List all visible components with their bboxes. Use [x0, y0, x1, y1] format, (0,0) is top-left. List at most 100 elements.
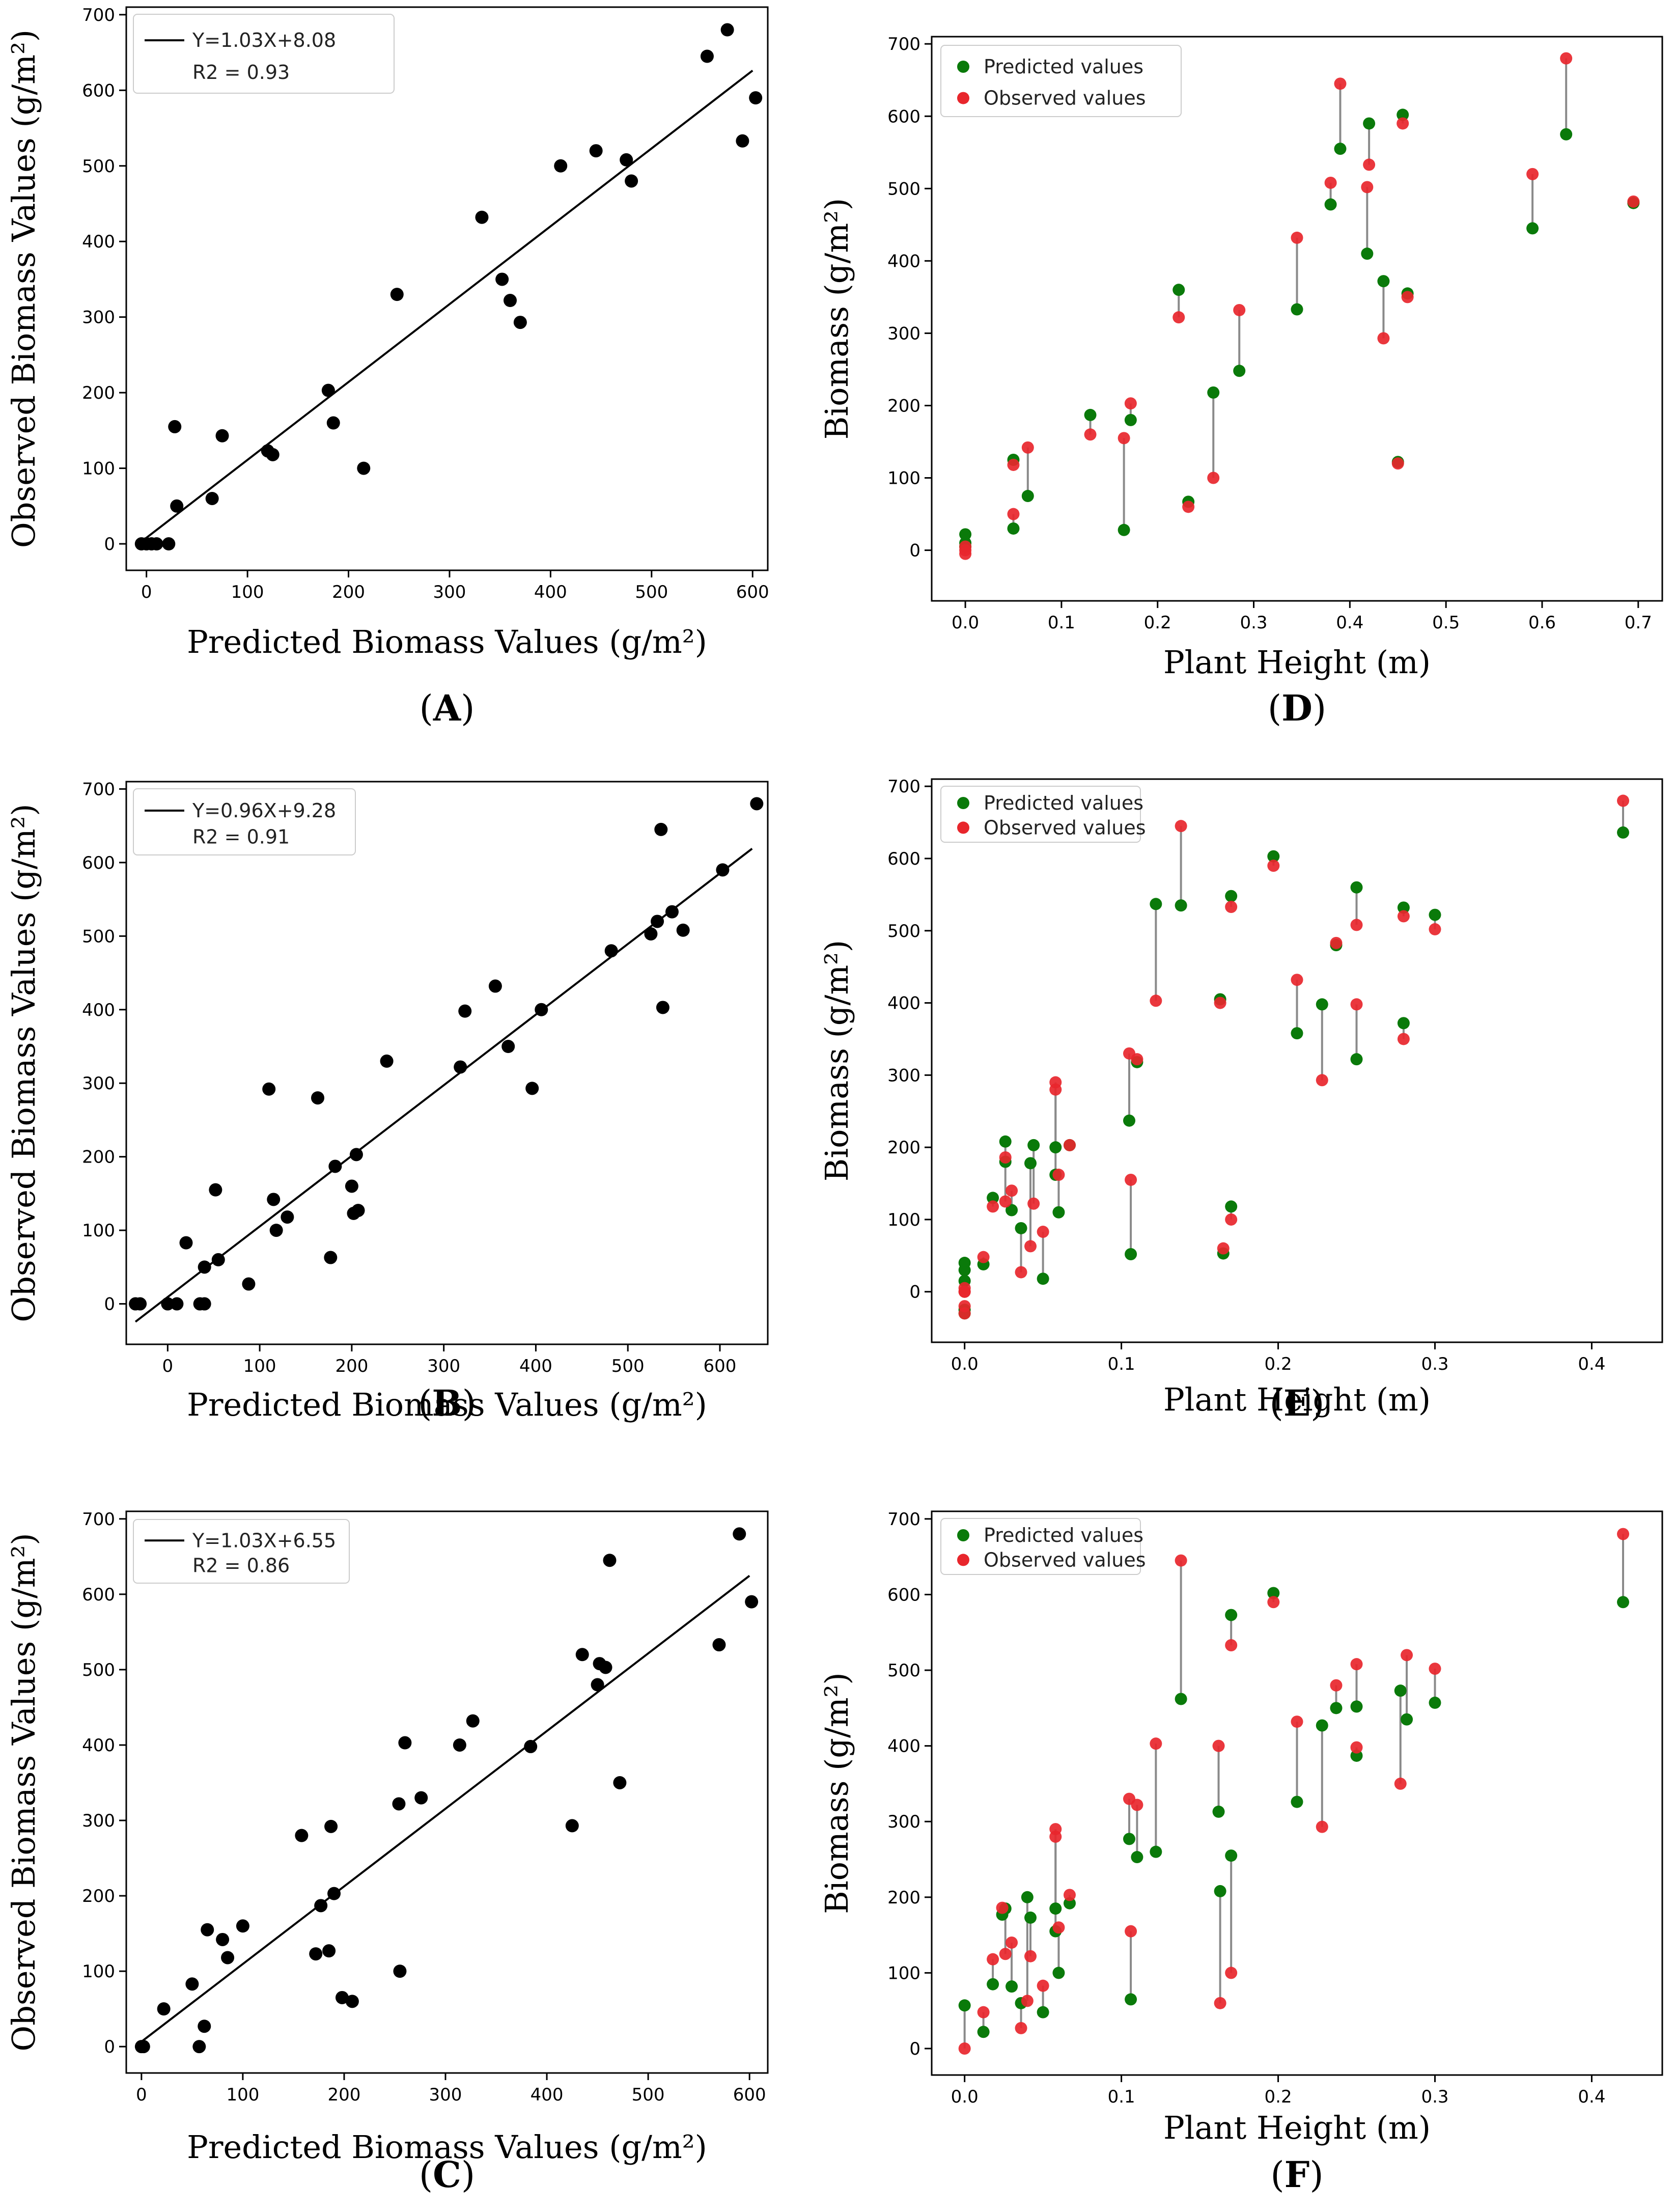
data-point	[314, 1899, 328, 1913]
observed-point	[1037, 1979, 1049, 1992]
data-point	[161, 1297, 175, 1311]
legend-equation: Y=0.96X+9.28	[192, 799, 336, 822]
data-point	[745, 1595, 759, 1609]
data-point	[501, 1040, 515, 1053]
x-tick-label: 0.4	[1578, 1354, 1605, 1374]
observed-point	[1125, 1925, 1137, 1938]
observed-point	[1350, 1741, 1363, 1754]
observed-point	[1363, 158, 1376, 171]
observed-point	[977, 2006, 990, 2019]
data-point	[295, 1829, 309, 1842]
x-tick-label: 0.1	[1108, 2087, 1135, 2107]
y-tick-label: 600	[887, 849, 920, 869]
chart-panel-f: 0.0 0.1 0.2 0.3 0.4 0 100 200 300 400 500 600 700 Pla…	[818, 1509, 1663, 2196]
y-tick-label: 700	[887, 777, 920, 797]
predicted-point	[1350, 1700, 1363, 1713]
x-tick-label: 600	[704, 1356, 737, 1376]
data-point	[327, 1887, 341, 1900]
observed-point	[1350, 1658, 1363, 1671]
observed-point	[1361, 181, 1374, 193]
y-tick-label: 0	[104, 1294, 115, 1315]
data-point	[157, 2002, 171, 2016]
legend-box	[133, 14, 395, 94]
data-point	[192, 2040, 206, 2054]
observed-point	[958, 1285, 971, 1298]
panel-label: (C)	[419, 2153, 475, 2196]
predicted-point	[1118, 523, 1130, 536]
data-point	[554, 159, 568, 173]
data-point	[513, 316, 527, 329]
x-tick-label: 0.5	[1432, 613, 1460, 633]
observed-point	[1175, 820, 1187, 833]
x-tick-label: 100	[231, 582, 264, 602]
x-tick-label: 100	[243, 1356, 276, 1376]
observed-point	[1063, 1139, 1076, 1151]
predicted-point	[1394, 1684, 1407, 1697]
x-tick-label: 0.0	[951, 2087, 979, 2107]
data-point	[750, 797, 764, 811]
legend-observed-label: Observed values	[984, 87, 1146, 109]
predicted-point	[1397, 1017, 1410, 1030]
observed-point	[1377, 332, 1390, 345]
chart-panel-e: 0.0 0.1 0.2 0.3 0.4 0 100 200 300 400 500 600 700 Pla…	[818, 777, 1663, 1424]
predicted-point	[1429, 1696, 1441, 1709]
observed-point	[1049, 1083, 1062, 1096]
y-tick-label: 200	[887, 396, 920, 416]
y-tick-label: 100	[82, 1961, 115, 1982]
y-tick-label: 0	[909, 1282, 920, 1303]
observed-point	[1150, 994, 1162, 1007]
observed-point	[1225, 1967, 1238, 1979]
predicted-point	[1150, 898, 1162, 910]
data-point	[266, 448, 280, 461]
x-tick-label: 0.6	[1528, 613, 1556, 633]
legend-equation: Y=1.03X+6.55	[192, 1529, 336, 1552]
predicted-point	[977, 2026, 990, 2038]
y-axis-label: Observed Biomass Values (g/m²)	[5, 1533, 42, 2051]
data-point	[216, 1932, 230, 1946]
y-tick-label: 700	[82, 5, 115, 25]
data-point	[215, 429, 229, 443]
predicted-point	[1363, 117, 1376, 130]
observed-point	[1429, 1663, 1441, 1675]
observed-point	[1024, 1950, 1037, 1962]
observed-point	[1214, 1997, 1226, 2009]
predicted-point	[1291, 303, 1303, 316]
x-tick-label: 600	[736, 582, 769, 602]
x-tick-label: 0.2	[1265, 2087, 1292, 2107]
y-tick-label: 0	[909, 2039, 920, 2059]
observed-point	[1350, 919, 1363, 931]
x-axis-label: Predicted Biomass Values (g/m²)	[187, 623, 707, 660]
x-tick-label: 500	[635, 582, 668, 602]
legend-observed-label: Observed values	[984, 816, 1146, 839]
data-point	[665, 905, 679, 919]
predicted-point	[1037, 2006, 1049, 2019]
data-point	[345, 1995, 359, 2008]
data-point	[324, 1819, 338, 1833]
data-point	[351, 1204, 365, 1218]
chart-panel-c: 0 100 200 300 400 500 600 0 100 200 300 400 500 600 70…	[5, 1509, 769, 2196]
y-tick-label: 300	[887, 1065, 920, 1086]
data-point	[380, 1054, 394, 1068]
observed-point	[1291, 1716, 1303, 1728]
data-point	[168, 420, 182, 433]
data-point	[603, 1554, 617, 1567]
plot-frame	[931, 36, 1663, 602]
data-point	[242, 1277, 256, 1291]
predicted-point	[1429, 908, 1441, 921]
legend-r2: R2 = 0.91	[192, 825, 290, 848]
predicted-point	[1125, 1993, 1137, 2006]
observed-point	[1049, 1830, 1062, 1843]
x-tick-label: 0.2	[1144, 613, 1171, 633]
observed-point	[1267, 860, 1280, 872]
observed-point	[1084, 428, 1097, 441]
predicted-point	[1316, 1719, 1328, 1732]
observed-point	[1015, 1266, 1027, 1279]
data-point	[209, 1183, 222, 1197]
data-point	[357, 461, 371, 475]
chart-panel-d: 0.0 0.1 0.2 0.3 0.4 0.5 0.6 0.7 0 100 200 300 400 500…	[818, 34, 1663, 729]
predicted-point	[1334, 143, 1347, 155]
x-tick-label: 0.7	[1625, 613, 1652, 633]
observed-point	[1401, 1649, 1413, 1662]
observed-point	[1052, 1921, 1065, 1934]
